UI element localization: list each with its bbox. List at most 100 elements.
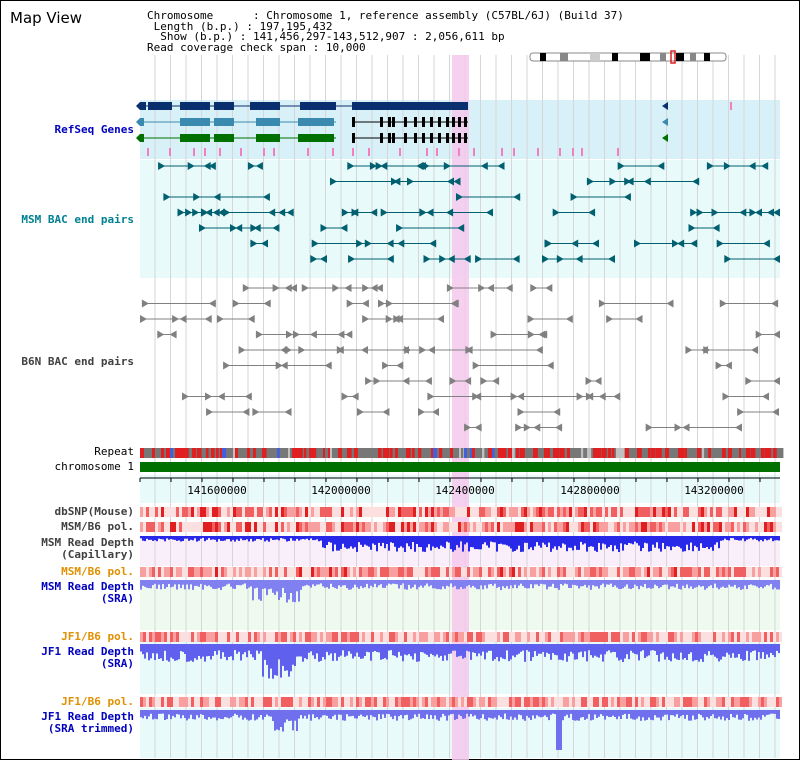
refseq-label[interactable]: RefSeq Genes: [54, 123, 134, 136]
msm-depth-cap-bar: [616, 536, 618, 550]
dbsnp-strip-cell: [494, 507, 497, 517]
msm-depth-cap-bar: [540, 536, 542, 548]
jf1-pol-strip-1-cell: [566, 632, 569, 642]
msm-depth-cap-bar: [180, 536, 182, 542]
jf1-depth-sra-bar: [672, 644, 674, 654]
chromosome-bar[interactable]: [140, 462, 780, 472]
jf1-depth-trim-bar: [348, 710, 350, 717]
dbsnp-strip-cell: [344, 507, 347, 517]
jf1-pol-strip-2-cell: [419, 697, 422, 707]
msm-pol-strip-1-cell: [347, 522, 350, 532]
jf1-depth-label-1[interactable]: JF1 Read Depth: [41, 645, 134, 658]
jf1-pol-label-2[interactable]: JF1/B6 pol.: [61, 695, 134, 708]
msm-pol-strip-1-cell: [407, 522, 410, 532]
msm-pol-strip-2-cell: [491, 567, 494, 577]
msm-depth-cap-bar: [332, 536, 334, 552]
msm-depth-sra-bar: [352, 580, 354, 588]
msm-depth-cap-bar: [178, 536, 180, 541]
jf1-pol-strip-1-cell: [590, 632, 593, 642]
repeat-track[interactable]: [140, 448, 784, 458]
jf1-depth-trim-bar: [388, 710, 390, 715]
ideogram-band: [704, 53, 710, 61]
polymorphism-strips[interactable]: [140, 507, 782, 707]
jf1-pol-strip-2-cell: [254, 697, 257, 707]
jf1-pol-strip-2-cell: [641, 697, 644, 707]
msm-depth-sra-bar: [734, 580, 736, 585]
jf1-depth-sra-bar: [608, 644, 610, 651]
jf1-pol-strip-1-cell: [488, 632, 491, 642]
jf1-depth-sra-bar: [140, 644, 142, 652]
jf1-depth-sra-bar: [244, 644, 246, 653]
msm-pol-strip-1-cell: [497, 522, 500, 532]
dbsnp-strip-cell: [218, 507, 221, 517]
repeat-element: [450, 448, 455, 458]
jf1-depth-sra-bar: [176, 644, 178, 661]
dbsnp-strip-cell: [506, 507, 509, 517]
dbsnp-strip-cell: [719, 507, 722, 517]
msm-bac-label[interactable]: MSM BAC end pairs: [21, 213, 134, 226]
b6n-bac-track[interactable]: [140, 284, 780, 432]
msm-pol-label-2[interactable]: MSM/B6 pol.: [61, 565, 134, 578]
msm-pol-strip-1-cell: [569, 522, 572, 532]
b6n-bac-label[interactable]: B6N BAC end pairs: [21, 355, 134, 368]
refseq-gene-track[interactable]: [136, 102, 732, 156]
msm-depth-cap-label-1[interactable]: MSM Read Depth: [41, 536, 134, 549]
jf1-pol-strip-1-cell: [185, 632, 188, 642]
gene-exon: [380, 117, 383, 127]
chromosome-ideogram[interactable]: [529, 50, 727, 64]
gene-marker: [368, 148, 370, 156]
gene-exon: [140, 118, 144, 126]
jf1-pol-strip-2-cell: [356, 697, 359, 707]
msm-depth-sra-bar: [484, 580, 486, 586]
dbsnp-strip-cell: [695, 507, 698, 517]
dbsnp-label[interactable]: dbSNP(Mouse): [54, 505, 134, 518]
dbsnp-strip-cell: [287, 507, 290, 517]
dbsnp-strip-cell: [149, 507, 152, 517]
msm-depth-sra-bar: [166, 580, 168, 588]
jf1-pol-label-1[interactable]: JF1/B6 pol.: [61, 630, 134, 643]
jf1-pol-strip-1-cell: [686, 632, 689, 642]
jf1-depth-sra-bar: [430, 644, 432, 654]
msm-depth-cap-bar: [234, 536, 236, 542]
jf1-depth-sra-bar: [384, 644, 386, 659]
msm-bac-track[interactable]: [158, 162, 780, 263]
msm-depth-sra-bar: [566, 580, 568, 585]
repeat-element: [616, 448, 620, 458]
jf1-pol-strip-1-cell: [179, 632, 182, 642]
jf1-depth-trim-bar: [344, 710, 346, 721]
dbsnp-strip-cell: [458, 507, 461, 517]
msm-depth-sra-bar: [274, 580, 276, 595]
msm-depth-cap-bar: [508, 536, 510, 547]
gene-marker: [169, 148, 171, 156]
repeat-element: [765, 448, 770, 458]
jf1-pol-strip-2-cell: [272, 697, 275, 707]
msm-depth-sra-bar: [662, 580, 664, 586]
msm-pol-strip-1-cell: [143, 522, 146, 532]
msm-pol-label-1[interactable]: MSM/B6 pol.: [61, 520, 134, 533]
gene-exon: [256, 134, 280, 142]
msm-depth-sra-bar: [280, 580, 282, 598]
jf1-depth-sra-bar: [728, 644, 730, 655]
jf1-pol-strip-2-cell: [593, 697, 596, 707]
msm-depth-cap-bar: [406, 536, 408, 544]
jf1-depth-trim-bar: [666, 710, 668, 715]
b6n-bac-end: [298, 346, 306, 354]
jf1-depth-trim-bar: [266, 710, 268, 715]
msm-bac-end: [657, 162, 665, 170]
repeat-element: [295, 448, 299, 458]
jf1-depth-trim-bar: [704, 710, 706, 721]
b6n-bac-end: [450, 299, 458, 308]
b6n-bac-end: [345, 330, 353, 339]
jf1-pol-strip-1-cell: [188, 632, 191, 642]
jf1-pol-strip-2-cell: [383, 697, 386, 707]
dbsnp-strip-cell: [509, 507, 512, 517]
msm-pol-strip-1-cell: [719, 522, 722, 532]
jf1-trim-label-1[interactable]: JF1 Read Depth: [41, 710, 134, 723]
jf1-depth-sra-bar: [628, 644, 630, 660]
read-depth-tracks[interactable]: [140, 536, 780, 750]
msm-depth-sra-bar: [246, 580, 248, 589]
msm-depth-sra-label-1[interactable]: MSM Read Depth: [41, 580, 134, 593]
length-key: Length (b.p.): [153, 19, 240, 33]
jf1-pol-strip-2-cell: [302, 697, 305, 707]
